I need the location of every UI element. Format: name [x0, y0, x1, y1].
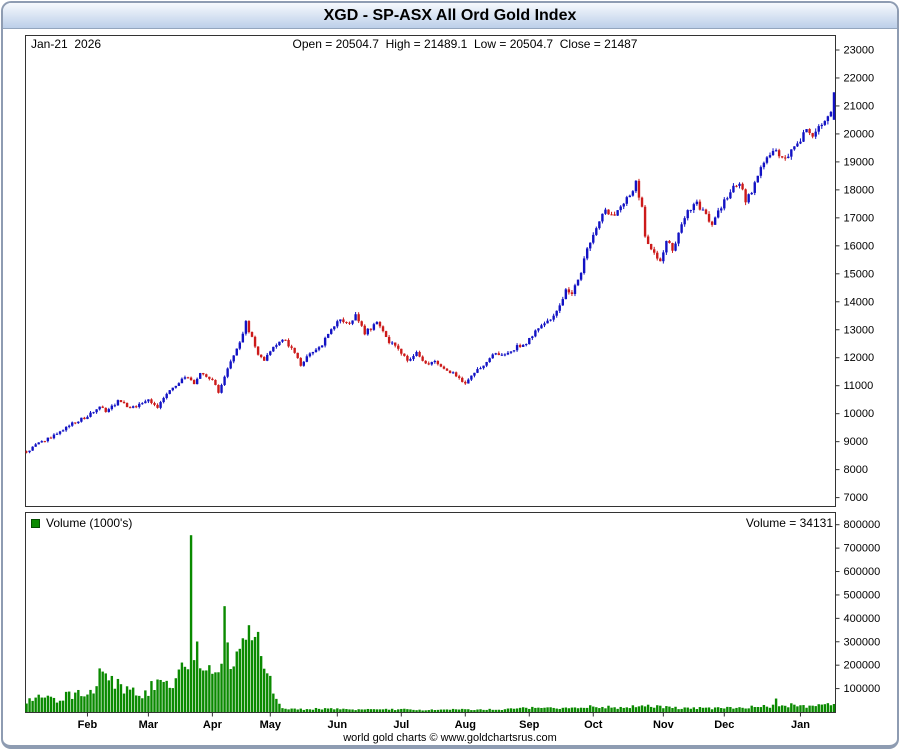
svg-text:Jul: Jul	[393, 719, 409, 731]
svg-text:Nov: Nov	[653, 719, 675, 731]
svg-text:11000: 11000	[844, 380, 874, 392]
svg-text:Sep: Sep	[519, 719, 539, 731]
svg-text:14000: 14000	[844, 296, 875, 308]
footer-credit: world gold charts © www.goldchartsrus.co…	[343, 732, 557, 744]
svg-text:300000: 300000	[844, 636, 881, 648]
ohlc-readout: Open = 20504.7 High = 21489.1 Low = 2050…	[292, 37, 638, 51]
svg-text:10000: 10000	[844, 408, 875, 420]
svg-text:500000: 500000	[844, 589, 881, 601]
svg-text:700000: 700000	[844, 543, 881, 555]
volume-legend-swatch-icon	[31, 518, 40, 528]
svg-text:16000: 16000	[844, 240, 875, 252]
svg-text:9000: 9000	[844, 436, 868, 448]
svg-text:Oct: Oct	[584, 719, 603, 731]
volume-readout: Volume = 34131	[745, 516, 833, 530]
volume-legend-label: Volume (1000's)	[46, 516, 133, 530]
svg-text:17000: 17000	[844, 212, 875, 224]
svg-text:200000: 200000	[844, 660, 881, 672]
page-title: XGD - SP-ASX All Ord Gold Index	[323, 6, 577, 24]
svg-text:Aug: Aug	[455, 719, 476, 731]
svg-text:18000: 18000	[844, 184, 875, 196]
svg-text:22000: 22000	[844, 72, 875, 84]
svg-text:May: May	[260, 719, 282, 731]
svg-text:Feb: Feb	[78, 719, 98, 731]
svg-text:Dec: Dec	[714, 719, 734, 731]
svg-text:600000: 600000	[844, 566, 881, 578]
svg-text:Apr: Apr	[203, 719, 223, 731]
svg-text:8000: 8000	[844, 464, 868, 476]
svg-text:100000: 100000	[844, 683, 881, 695]
svg-text:20000: 20000	[844, 128, 875, 140]
svg-text:23000: 23000	[844, 44, 875, 56]
svg-text:21000: 21000	[844, 100, 875, 112]
svg-text:15000: 15000	[844, 268, 875, 280]
svg-text:19000: 19000	[844, 156, 875, 168]
volume-legend: Volume (1000's)	[31, 516, 132, 530]
date-label: Jan-21 2026	[31, 37, 102, 51]
svg-text:7000: 7000	[844, 492, 868, 504]
title-bar: XGD - SP-ASX All Ord Gold Index	[3, 3, 897, 29]
svg-text:Jun: Jun	[328, 719, 348, 731]
svg-text:Mar: Mar	[139, 719, 159, 731]
svg-text:12000: 12000	[844, 352, 875, 364]
svg-text:800000: 800000	[844, 519, 881, 531]
svg-text:13000: 13000	[844, 324, 875, 336]
svg-text:400000: 400000	[844, 613, 881, 625]
svg-text:Jan: Jan	[791, 719, 810, 731]
